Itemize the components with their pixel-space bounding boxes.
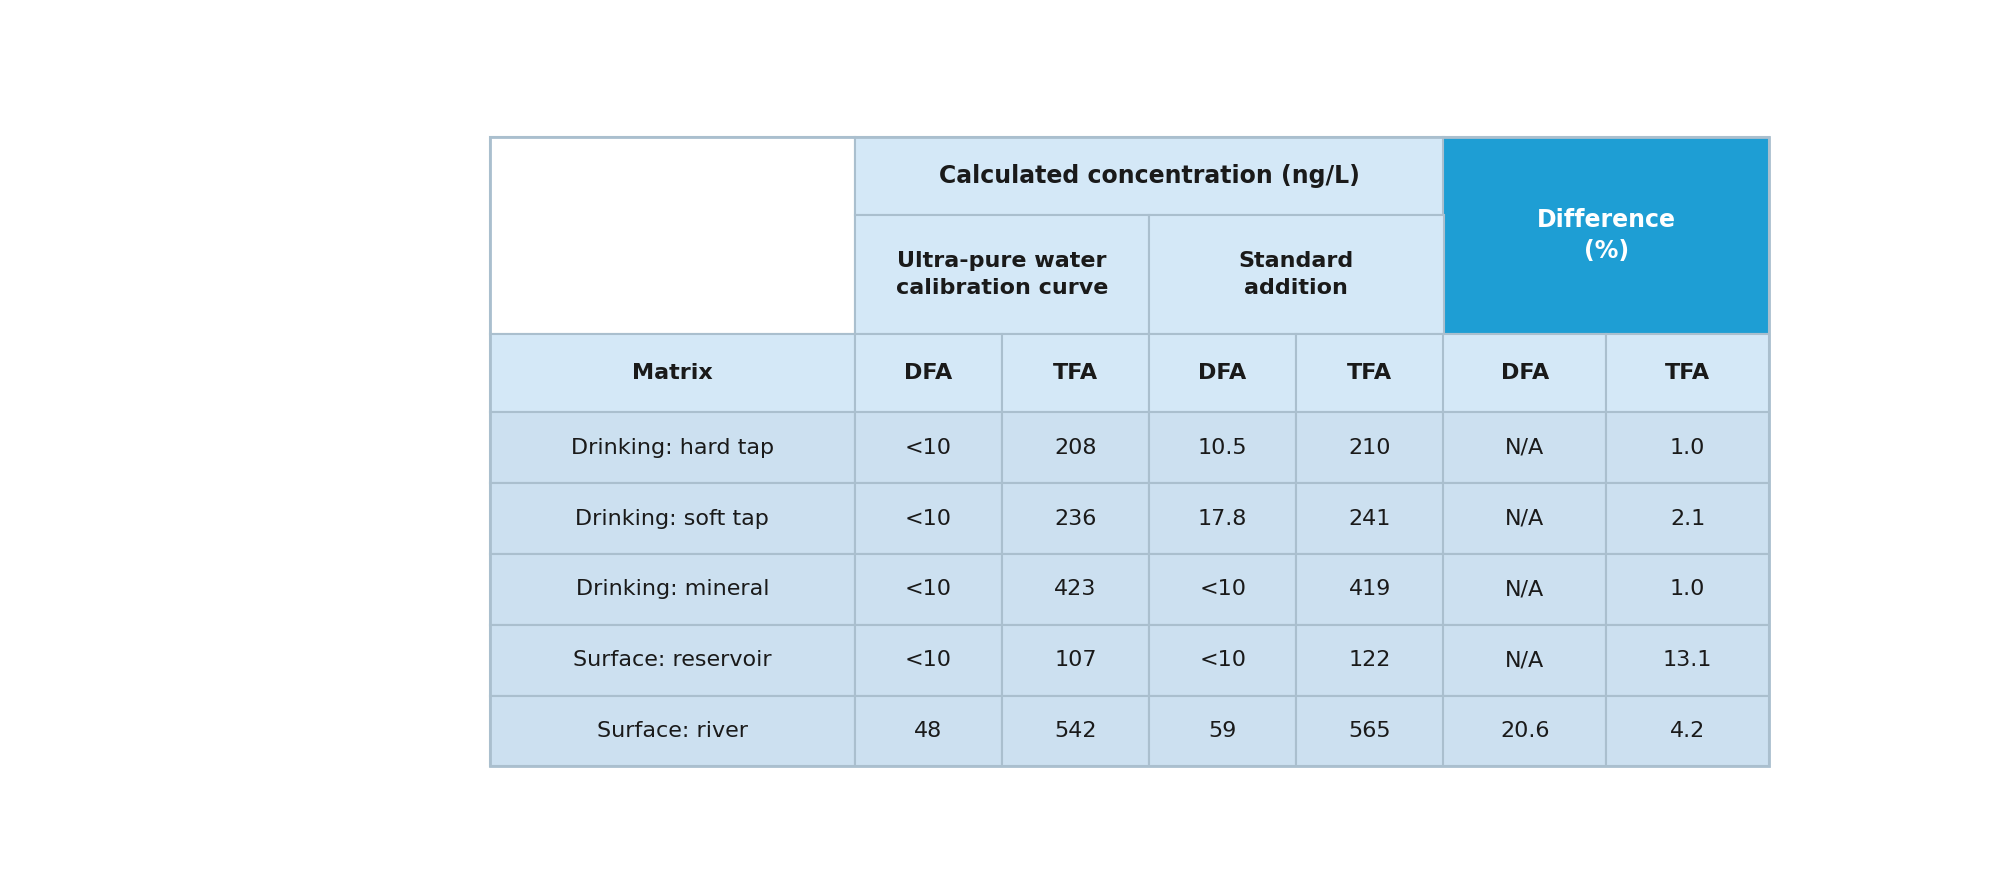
Text: <10: <10 bbox=[904, 579, 952, 599]
Bar bbox=[1148, 412, 1296, 484]
Text: 419: 419 bbox=[1348, 579, 1392, 599]
Text: Calculated concentration (ng/L): Calculated concentration (ng/L) bbox=[938, 164, 1360, 187]
Text: 48: 48 bbox=[914, 721, 942, 741]
Bar bbox=[1002, 554, 1148, 625]
Bar bbox=[490, 137, 1768, 766]
Text: 59: 59 bbox=[1208, 721, 1236, 741]
Bar bbox=[1444, 554, 1606, 625]
Bar bbox=[1002, 625, 1148, 696]
Bar bbox=[1296, 554, 1444, 625]
Text: 13.1: 13.1 bbox=[1662, 650, 1712, 670]
Text: 1.0: 1.0 bbox=[1670, 438, 1706, 458]
Bar bbox=[1296, 412, 1444, 484]
Bar bbox=[854, 625, 1002, 696]
Bar bbox=[1444, 137, 1768, 334]
Text: Matrix: Matrix bbox=[632, 363, 712, 384]
Text: TFA: TFA bbox=[1348, 363, 1392, 384]
Bar bbox=[854, 554, 1002, 625]
Text: Drinking: mineral: Drinking: mineral bbox=[576, 579, 770, 599]
Text: 542: 542 bbox=[1054, 721, 1096, 741]
Bar bbox=[1148, 484, 1296, 554]
Text: DFA: DFA bbox=[1198, 363, 1246, 384]
Bar bbox=[1002, 696, 1148, 766]
Bar bbox=[1148, 215, 1444, 334]
Bar bbox=[490, 412, 854, 484]
Text: <10: <10 bbox=[1200, 650, 1246, 670]
Bar bbox=[490, 625, 854, 696]
Text: 565: 565 bbox=[1348, 721, 1392, 741]
Bar bbox=[1296, 334, 1444, 412]
Bar bbox=[1148, 554, 1296, 625]
Text: Standard
addition: Standard addition bbox=[1238, 251, 1354, 298]
Bar bbox=[1444, 334, 1606, 412]
Bar bbox=[1444, 412, 1606, 484]
Bar bbox=[1444, 484, 1606, 554]
Text: Surface: river: Surface: river bbox=[596, 721, 748, 741]
Bar bbox=[854, 137, 1444, 215]
Bar bbox=[1148, 696, 1296, 766]
Text: 10.5: 10.5 bbox=[1198, 438, 1248, 458]
Bar bbox=[490, 554, 854, 625]
Bar bbox=[1606, 484, 1768, 554]
Bar bbox=[490, 484, 854, 554]
Text: N/A: N/A bbox=[1506, 650, 1544, 670]
Text: 241: 241 bbox=[1348, 508, 1392, 529]
Bar bbox=[1444, 625, 1606, 696]
Text: 208: 208 bbox=[1054, 438, 1096, 458]
Text: <10: <10 bbox=[1200, 579, 1246, 599]
Bar bbox=[1296, 696, 1444, 766]
Text: Drinking: hard tap: Drinking: hard tap bbox=[570, 438, 774, 458]
Text: N/A: N/A bbox=[1506, 508, 1544, 529]
Text: 20.6: 20.6 bbox=[1500, 721, 1550, 741]
Text: 4.2: 4.2 bbox=[1670, 721, 1706, 741]
Text: 2.1: 2.1 bbox=[1670, 508, 1706, 529]
Text: 210: 210 bbox=[1348, 438, 1392, 458]
Text: TFA: TFA bbox=[1666, 363, 1710, 384]
Text: 423: 423 bbox=[1054, 579, 1096, 599]
Bar bbox=[490, 696, 854, 766]
Bar bbox=[1296, 625, 1444, 696]
Bar bbox=[1002, 484, 1148, 554]
Text: <10: <10 bbox=[904, 438, 952, 458]
Bar bbox=[1148, 334, 1296, 412]
Bar bbox=[854, 696, 1002, 766]
Bar bbox=[1606, 412, 1768, 484]
Text: DFA: DFA bbox=[1500, 363, 1548, 384]
Text: Drinking: soft tap: Drinking: soft tap bbox=[576, 508, 770, 529]
Text: Ultra-pure water
calibration curve: Ultra-pure water calibration curve bbox=[896, 251, 1108, 298]
Text: DFA: DFA bbox=[904, 363, 952, 384]
Bar bbox=[1606, 334, 1768, 412]
Bar bbox=[854, 334, 1002, 412]
Bar bbox=[1296, 484, 1444, 554]
Text: 122: 122 bbox=[1348, 650, 1392, 670]
Text: 17.8: 17.8 bbox=[1198, 508, 1248, 529]
Bar bbox=[490, 137, 854, 334]
Text: TFA: TFA bbox=[1052, 363, 1098, 384]
Bar bbox=[1148, 625, 1296, 696]
Bar bbox=[1002, 412, 1148, 484]
Text: 107: 107 bbox=[1054, 650, 1096, 670]
Text: 1.0: 1.0 bbox=[1670, 579, 1706, 599]
Bar bbox=[1606, 696, 1768, 766]
Text: N/A: N/A bbox=[1506, 579, 1544, 599]
Text: N/A: N/A bbox=[1506, 438, 1544, 458]
Text: Difference
(%): Difference (%) bbox=[1536, 208, 1676, 263]
Text: <10: <10 bbox=[904, 508, 952, 529]
Bar bbox=[1002, 334, 1148, 412]
Bar bbox=[1606, 554, 1768, 625]
Text: 236: 236 bbox=[1054, 508, 1096, 529]
Bar bbox=[1606, 625, 1768, 696]
Bar bbox=[1444, 696, 1606, 766]
Bar bbox=[854, 484, 1002, 554]
Bar bbox=[490, 334, 854, 412]
Bar bbox=[854, 215, 1148, 334]
Text: <10: <10 bbox=[904, 650, 952, 670]
Text: Surface: reservoir: Surface: reservoir bbox=[574, 650, 772, 670]
Bar bbox=[854, 412, 1002, 484]
